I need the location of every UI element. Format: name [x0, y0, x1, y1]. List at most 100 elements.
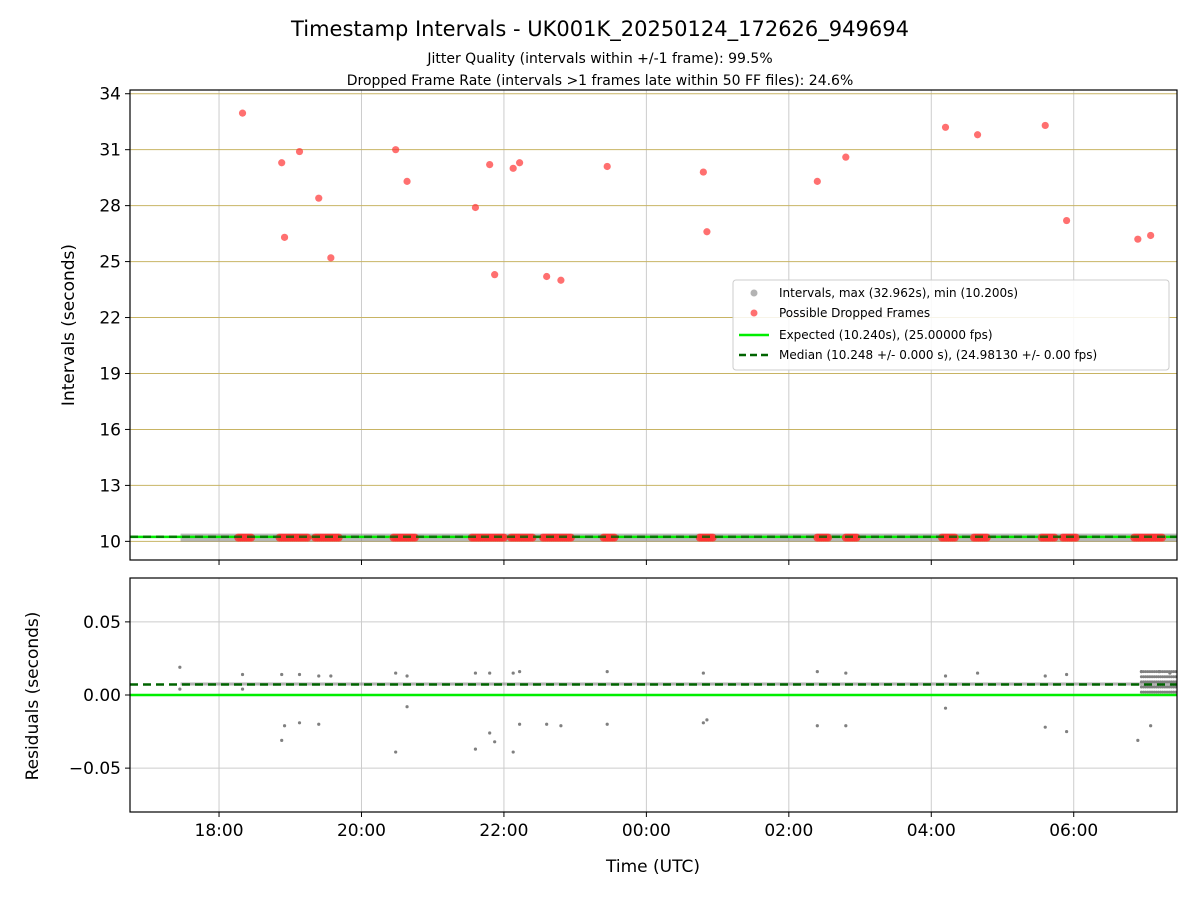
legend-expected-label: Expected (10.240s), (25.00000 fps)	[779, 328, 993, 342]
residual-point	[1139, 675, 1143, 679]
top-ytick-label: 10	[99, 532, 121, 552]
residual-point	[488, 671, 492, 675]
residual-point	[1161, 675, 1165, 679]
residual-point	[394, 750, 398, 754]
residual-point	[178, 665, 182, 669]
residual-point	[1159, 690, 1163, 694]
residual-point	[1146, 680, 1150, 684]
residual-point	[240, 687, 245, 691]
residual-point	[297, 672, 302, 677]
residual-point	[1150, 675, 1154, 679]
residual-point	[473, 747, 478, 751]
residual-point	[1159, 680, 1163, 684]
residual-point	[488, 731, 492, 735]
chart-subtitle-dropped: Dropped Frame Rate (intervals >1 frames …	[347, 73, 854, 89]
residual-point	[1146, 690, 1150, 694]
bottom-xlabel: Time (UTC)	[605, 857, 700, 877]
residual-point	[1148, 690, 1152, 694]
residual-point	[1144, 675, 1148, 679]
residual-point	[1152, 670, 1156, 674]
residual-point	[1167, 685, 1171, 689]
residual-point	[1171, 675, 1175, 679]
residual-point	[1163, 680, 1167, 684]
dropped-frame-point	[603, 162, 611, 171]
residual-point	[1142, 685, 1146, 689]
dropped-frame-point	[471, 203, 480, 212]
residual-point	[1144, 670, 1148, 674]
residual-point	[943, 674, 948, 678]
top-ytick-label: 19	[99, 364, 121, 384]
dropped-frame-point	[703, 228, 711, 236]
residual-point	[605, 670, 609, 674]
residual-point	[844, 671, 848, 675]
residual-point	[1167, 680, 1171, 684]
residual-point	[1159, 685, 1163, 689]
residual-point	[1165, 690, 1169, 694]
residual-point	[1136, 738, 1140, 742]
residual-point	[1156, 680, 1160, 684]
residual-point	[1139, 670, 1143, 674]
dropped-frame-point	[238, 109, 247, 117]
residual-point	[1156, 690, 1160, 694]
top-ytick-label: 34	[99, 85, 121, 105]
dropped-frame-point	[557, 276, 565, 284]
residual-point	[178, 687, 182, 691]
legend-median-label: Median (10.248 +/- 0.000 s), (24.98130 +…	[779, 348, 1097, 362]
residual-point	[1144, 685, 1148, 689]
chart-title: Timestamp Intervals - UK001K_20250124_17…	[290, 17, 909, 42]
residual-point	[1144, 680, 1148, 684]
residual-point	[1142, 680, 1146, 684]
residual-point	[1174, 680, 1178, 684]
residual-point	[1142, 675, 1146, 679]
residual-point	[1154, 690, 1158, 694]
bottom-axes-frame	[129, 577, 1178, 813]
residual-point	[1150, 685, 1154, 689]
residual-point	[1171, 670, 1175, 674]
dropped-frame-point	[708, 533, 717, 542]
residual-point	[1165, 670, 1169, 674]
dropped-frame-point	[1063, 216, 1071, 225]
legend-dropped-label: Possible Dropped Frames	[779, 306, 930, 320]
residual-point	[1146, 670, 1150, 674]
top-ytick-label: 28	[99, 197, 121, 217]
dropped-frame-point	[509, 164, 517, 172]
dropped-frame-point	[941, 123, 950, 131]
residual-point	[559, 724, 563, 728]
residual-point	[1169, 680, 1173, 684]
residual-point	[1171, 680, 1175, 684]
legend-intervals-label: Intervals, max (32.962s), min (10.200s)	[779, 286, 1018, 300]
residual-point	[317, 674, 321, 678]
residual-point	[317, 722, 321, 726]
bottom-ytick-label: 0.05	[83, 613, 121, 633]
chart-subtitle-jitter: Jitter Quality (intervals within +/-1 fr…	[426, 51, 772, 67]
dropped-frame-point	[842, 153, 850, 161]
residual-point	[1165, 675, 1169, 679]
residual-point	[329, 674, 333, 678]
residual-point	[1154, 685, 1158, 689]
bottom-ytick-label: 0.00	[83, 686, 121, 706]
residual-point	[1156, 675, 1160, 679]
residual-point	[297, 721, 302, 725]
residual-point	[1139, 690, 1143, 694]
dropped-frame-point	[315, 194, 323, 202]
dropped-frame-point	[491, 271, 499, 279]
residual-point	[1161, 680, 1165, 684]
residual-point	[1174, 685, 1178, 689]
residual-point	[517, 670, 522, 674]
residual-point	[473, 671, 478, 675]
xtick-label: 06:00	[1049, 821, 1098, 841]
residual-point	[1169, 685, 1173, 689]
residual-point	[493, 740, 497, 744]
residual-point	[1150, 670, 1154, 674]
residual-point	[1154, 670, 1158, 674]
dropped-frame-point	[295, 147, 304, 156]
residual-point	[1148, 685, 1152, 689]
legend: Intervals, max (32.962s), min (10.200s) …	[732, 279, 1170, 371]
residual-point	[394, 671, 398, 675]
top-panel: 10 13 16 19 22 25 28 31 34	[99, 85, 1178, 565]
residual-point	[1065, 672, 1069, 677]
residual-point	[1139, 680, 1143, 684]
residual-point	[1144, 690, 1148, 694]
residual-point	[1149, 724, 1153, 728]
residual-point	[1043, 725, 1047, 729]
